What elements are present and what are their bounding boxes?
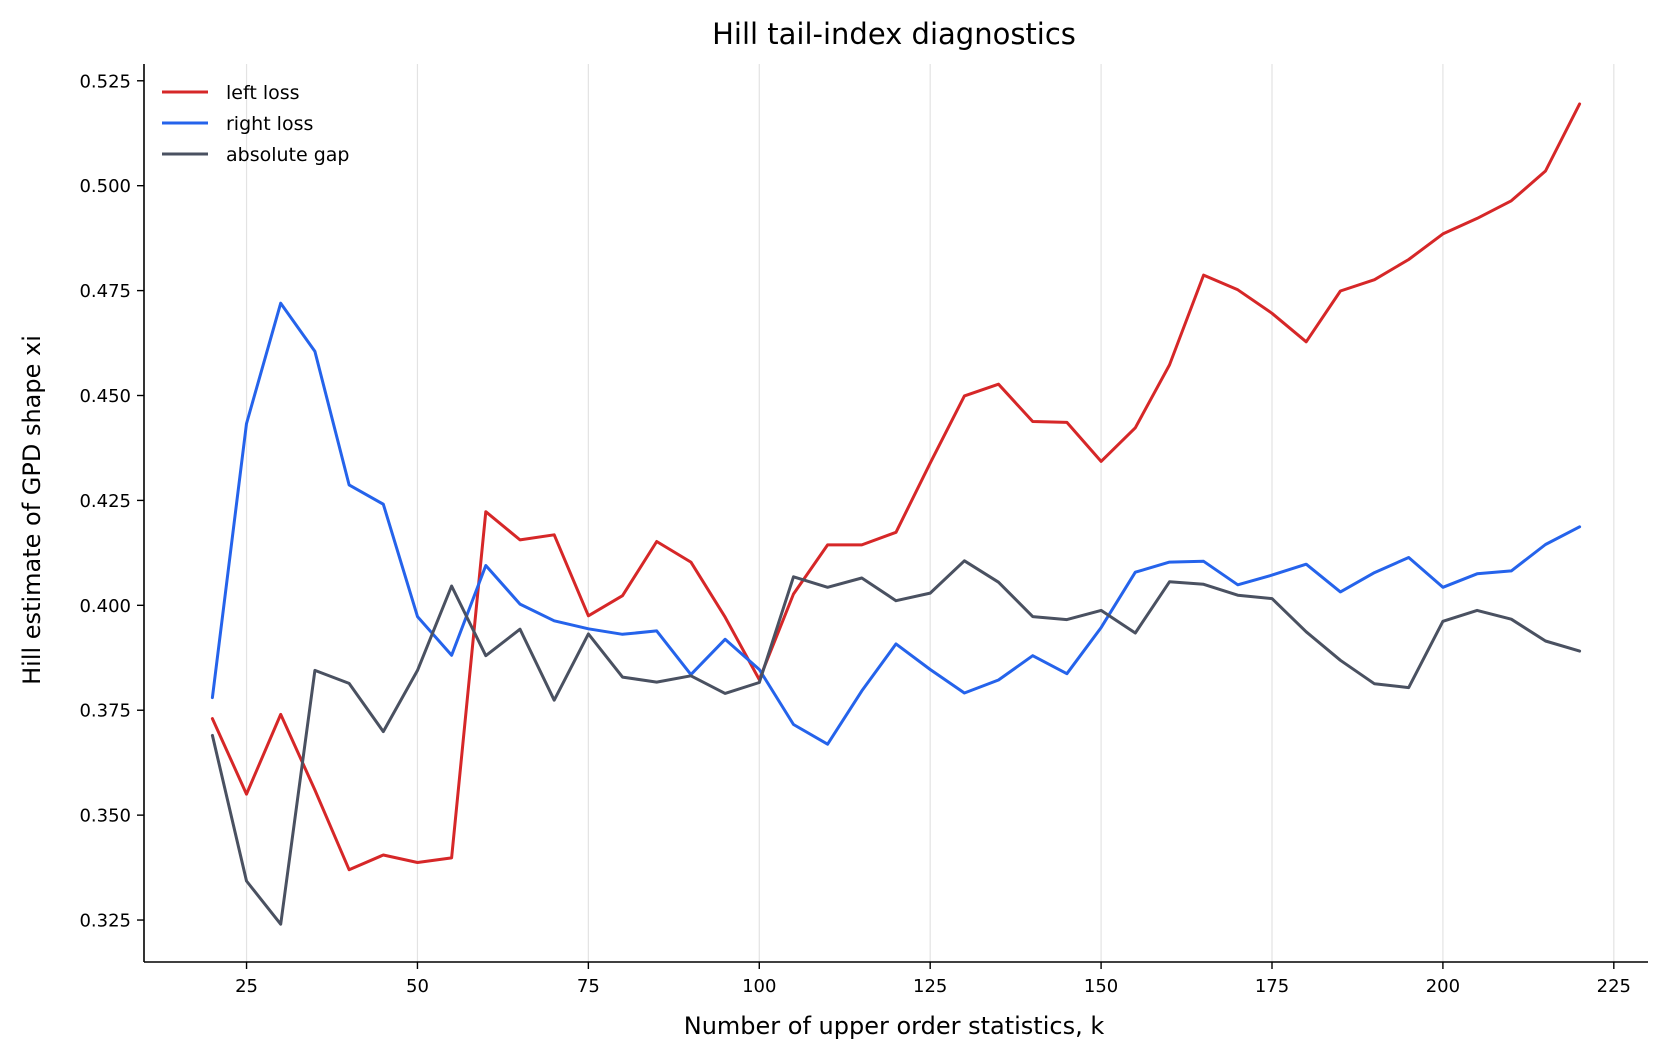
x-axis-ticks: 25 50 75 100 125 150 175 200 225: [235, 962, 1631, 997]
series-line-right-loss: [210, 301, 1582, 746]
x-tick-label: 200: [1426, 976, 1460, 997]
legend-label-right-loss: right loss: [226, 113, 313, 135]
y-axis-title: Hill estimate of GPD shape xi: [18, 335, 46, 685]
chart-title: Hill tail-index diagnostics: [712, 17, 1076, 51]
y-tick-label: 0.375: [79, 701, 131, 722]
y-tick-label: 0.500: [79, 176, 131, 197]
axes: [143, 64, 1648, 963]
grid-lines: [245, 64, 1615, 962]
y-tick-label: 0.475: [79, 281, 131, 302]
x-tick-label: 75: [577, 976, 600, 997]
y-tick-label: 0.525: [79, 71, 131, 92]
series-line-left-loss: [210, 102, 1582, 872]
y-tick-label: 0.325: [79, 911, 131, 932]
x-tick-label: 125: [913, 976, 947, 997]
y-axis-ticks: 0.325 0.350 0.375 0.400 0.425 0.450 0.475 0.500…: [79, 71, 144, 932]
y-tick-label: 0.400: [79, 596, 131, 617]
legend-label-left-loss: left loss: [226, 82, 300, 104]
legend-label-absolute-gap: absolute gap: [226, 144, 350, 166]
x-axis-title: Number of upper order statistics, k: [684, 1012, 1105, 1040]
x-tick-label: 50: [406, 976, 429, 997]
x-tick-label: 225: [1597, 976, 1631, 997]
y-tick-label: 0.350: [79, 806, 131, 827]
y-tick-label: 0.425: [79, 491, 131, 512]
x-tick-label: 100: [742, 976, 776, 997]
series-line-absolute-gap: [210, 559, 1582, 926]
y-tick-label: 0.450: [79, 386, 131, 407]
x-tick-label: 175: [1255, 976, 1289, 997]
legend: left loss right loss absolute gap: [162, 82, 350, 166]
x-tick-label: 150: [1084, 976, 1118, 997]
plot-series: [210, 102, 1582, 926]
x-tick-label: 25: [235, 976, 258, 997]
